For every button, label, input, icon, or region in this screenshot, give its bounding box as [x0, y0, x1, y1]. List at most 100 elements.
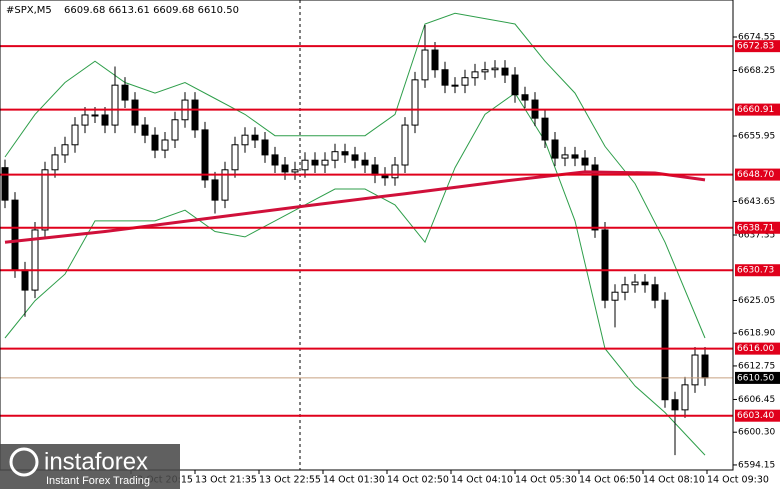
candle-body — [251, 134, 259, 141]
candle-body — [151, 134, 159, 151]
level-label-box — [735, 103, 780, 116]
candle-body — [701, 354, 709, 379]
candle-body — [621, 284, 629, 293]
candle-body — [101, 114, 109, 126]
candle-body — [281, 164, 289, 173]
x-tick-label: 13 Oct 22:55 — [259, 475, 321, 486]
candle-body — [191, 99, 199, 131]
candle-body — [121, 84, 129, 101]
candle-body — [691, 354, 699, 386]
candle-body — [391, 164, 399, 179]
candle-body — [481, 69, 489, 73]
candle-body — [231, 144, 239, 171]
candle-body — [401, 124, 409, 166]
candle-body — [351, 154, 359, 161]
candle-body — [131, 99, 139, 126]
candle-body — [521, 94, 529, 101]
y-tick-label: 6618.90 — [738, 329, 775, 339]
candle-body — [41, 169, 49, 231]
x-tick-label: 14 Oct 09:30 — [707, 475, 769, 486]
candle-body — [31, 229, 39, 291]
y-tick-label: 6600.30 — [738, 428, 775, 438]
y-tick-label: 6612.75 — [738, 361, 775, 371]
candle-body — [441, 69, 449, 86]
candle-body — [71, 124, 79, 146]
level-label: 6616.00 — [737, 344, 774, 354]
level-label-box — [735, 409, 780, 422]
candle-body — [301, 159, 309, 171]
level-label-box — [735, 168, 780, 181]
level-label-box — [735, 40, 780, 53]
bollinger-band — [4, 92, 706, 456]
candle-body — [331, 151, 339, 161]
level-label: 6638.71 — [737, 223, 774, 233]
candle-body — [471, 71, 479, 79]
y-tick-label: 6625.05 — [738, 296, 775, 306]
candle-body — [61, 144, 69, 156]
candle-body — [551, 139, 559, 159]
y-tick-label: 6643.65 — [738, 197, 775, 207]
watermark-tagline: Instant Forex Trading — [46, 475, 150, 487]
level-label: 6648.70 — [737, 170, 774, 180]
candle-body — [261, 139, 269, 156]
candle-body — [661, 299, 669, 401]
candle-body — [411, 79, 419, 126]
level-label-box — [735, 342, 780, 355]
candle-body — [311, 159, 319, 166]
candle-body — [501, 67, 509, 76]
y-tick-label: 6594.15 — [738, 460, 775, 470]
candle-body — [671, 399, 679, 411]
candle-body — [641, 281, 649, 286]
candle-body — [651, 284, 659, 301]
candle-body — [431, 49, 439, 71]
candle-body — [51, 154, 59, 171]
chart-title: #SPX,M5 — [6, 5, 52, 16]
candle-body — [611, 291, 619, 301]
candle-body — [421, 49, 429, 81]
level-label: 6672.83 — [737, 42, 774, 52]
candle-body — [681, 384, 689, 411]
candle-body — [451, 84, 459, 87]
candle-body — [511, 74, 519, 96]
candle-body — [491, 67, 499, 71]
candle-body — [631, 281, 639, 286]
candle-body — [221, 169, 229, 201]
candle-body — [91, 114, 99, 117]
candle-body — [571, 154, 579, 159]
candle-body — [271, 154, 279, 166]
candle-body — [591, 164, 599, 231]
plot-area — [0, 0, 733, 470]
candle-body — [541, 117, 549, 141]
candle-body — [291, 169, 299, 173]
level-label-box — [735, 264, 780, 277]
bollinger-band — [4, 12, 706, 339]
candle-body — [321, 159, 329, 166]
watermark: instaforex Instant Forex Trading — [0, 444, 180, 489]
watermark-icon — [9, 447, 39, 477]
x-tick-label: 14 Oct 06:50 — [579, 475, 641, 486]
y-tick-label: 6655.95 — [738, 131, 775, 141]
y-tick-label: 6606.45 — [738, 395, 775, 405]
candle-body — [171, 119, 179, 141]
level-label-box — [735, 221, 780, 234]
candle-body — [361, 159, 369, 166]
level-label: 6660.91 — [737, 105, 774, 115]
x-tick-label: 14 Oct 01:30 — [323, 475, 385, 486]
candle-body — [161, 139, 169, 151]
level-label: 6630.73 — [737, 266, 774, 276]
y-tick-label: 6674.55 — [738, 32, 775, 42]
candle-body — [111, 84, 119, 126]
candle-body — [141, 124, 149, 136]
watermark-brand: instaforex — [44, 448, 148, 475]
x-tick-label: 14 Oct 05:30 — [515, 475, 577, 486]
y-tick-label: 6668.25 — [738, 66, 775, 76]
x-tick-label: 13 Oct 21:35 — [195, 475, 257, 486]
candle-body — [211, 179, 219, 201]
price-label-box — [735, 371, 780, 384]
candle-body — [1, 167, 9, 201]
candle-body — [561, 154, 569, 159]
candle-body — [11, 199, 19, 271]
candle-body — [601, 229, 609, 301]
